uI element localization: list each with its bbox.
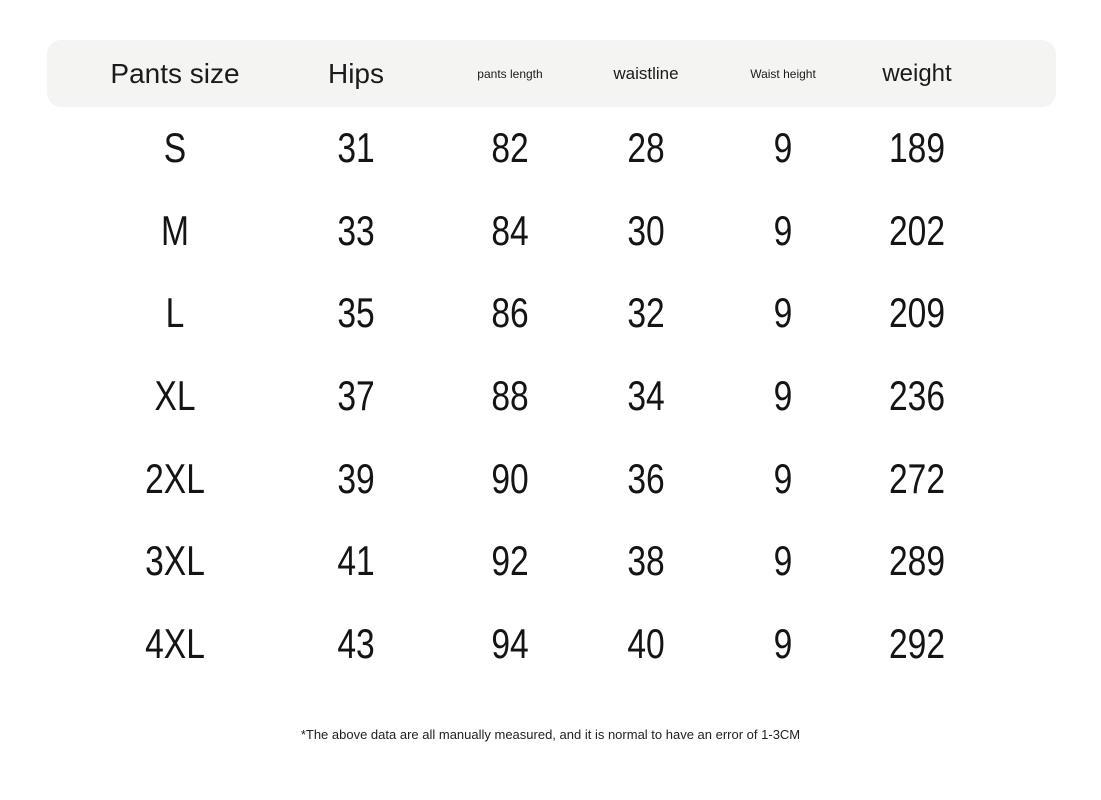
size-label-cell: 2XL [145, 454, 205, 502]
waistline-cell: 32 [627, 289, 665, 337]
weight-cell: 189 [888, 124, 946, 172]
size-label-cell: S [163, 124, 187, 172]
waist-height-cell: 9 [773, 454, 793, 502]
waistline-cell: 36 [627, 454, 665, 502]
weight-cell: 292 [888, 619, 946, 667]
column-header-pants-length: pants length [477, 66, 543, 81]
waist-height-cell: 9 [773, 619, 793, 667]
waistline-cell: 30 [627, 206, 665, 254]
waistline-cell: 40 [627, 619, 665, 667]
column-header-hips: Hips [327, 57, 385, 89]
pants-length-cell: 88 [491, 372, 529, 420]
waist-height-cell: 9 [773, 124, 793, 172]
hips-cell: 33 [337, 206, 375, 254]
table-row: S 31 82 28 9 189 [47, 107, 1056, 190]
pants-length-cell: 84 [491, 206, 529, 254]
hips-cell: 41 [337, 537, 375, 585]
size-label-cell: 4XL [145, 619, 205, 667]
size-label-cell: L [165, 289, 185, 337]
waist-height-cell: 9 [773, 289, 793, 337]
column-header-weight: weight [882, 59, 952, 87]
waistline-cell: 34 [627, 372, 665, 420]
hips-cell: 43 [337, 619, 375, 667]
pants-length-cell: 82 [491, 124, 529, 172]
hips-cell: 35 [337, 289, 375, 337]
weight-cell: 289 [888, 537, 946, 585]
column-header-waist-height: Waist height [750, 66, 816, 81]
weight-cell: 236 [888, 372, 946, 420]
hips-cell: 37 [337, 372, 375, 420]
pants-length-cell: 92 [491, 537, 529, 585]
weight-cell: 209 [888, 289, 946, 337]
table-row: 3XL 41 92 38 9 289 [47, 520, 1056, 603]
waist-height-cell: 9 [773, 372, 793, 420]
size-label-cell: 3XL [145, 537, 205, 585]
table-body: S 31 82 28 9 189 M 33 84 30 9 202 L 35 8… [47, 107, 1056, 685]
pants-length-cell: 94 [491, 619, 529, 667]
pants-length-cell: 86 [491, 289, 529, 337]
weight-cell: 202 [888, 206, 946, 254]
column-header-pants-size: Pants size [110, 57, 240, 89]
table-row: 2XL 39 90 36 9 272 [47, 437, 1056, 520]
measurement-disclaimer: *The above data are all manually measure… [300, 727, 801, 742]
table-row: XL 37 88 34 9 236 [47, 355, 1056, 438]
size-label-cell: M [161, 206, 189, 254]
waistline-cell: 38 [627, 537, 665, 585]
waistline-cell: 28 [627, 124, 665, 172]
waist-height-cell: 9 [773, 537, 793, 585]
hips-cell: 39 [337, 454, 375, 502]
table-row: L 35 86 32 9 209 [47, 272, 1056, 355]
table-row: M 33 84 30 9 202 [47, 190, 1056, 273]
waist-height-cell: 9 [773, 206, 793, 254]
weight-cell: 272 [888, 454, 946, 502]
pants-length-cell: 90 [491, 454, 529, 502]
size-label-cell: XL [154, 372, 196, 420]
hips-cell: 31 [337, 124, 375, 172]
table-header-row: Pants size Hips pants length waistline W… [47, 40, 1056, 107]
column-header-waistline: waistline [613, 63, 679, 83]
table-row: 4XL 43 94 40 9 292 [47, 603, 1056, 686]
